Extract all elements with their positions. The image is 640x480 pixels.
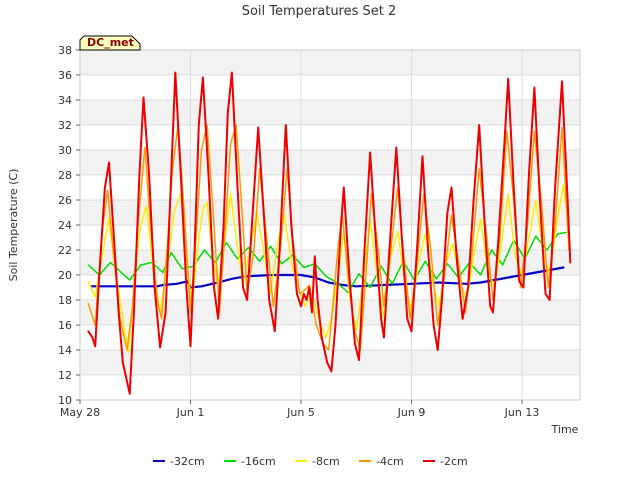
x-tick-label: Jun 9 <box>397 406 426 419</box>
plot-band <box>80 225 580 250</box>
plot-band <box>80 350 580 375</box>
legend-label: -2cm <box>440 455 468 468</box>
plot-band <box>80 150 580 175</box>
x-axis-title: Time <box>551 423 579 436</box>
y-tick-label: 26 <box>58 194 72 207</box>
y-tick-label: 28 <box>58 169 72 182</box>
badge-label: DC_met <box>87 36 134 49</box>
y-tick-label: 36 <box>58 69 72 82</box>
series-line-4cm <box>87 124 570 351</box>
chart-title: Soil Temperatures Set 2 <box>242 4 397 19</box>
x-tick-label: Jun 13 <box>504 406 540 419</box>
legend: -32cm -16cm -8cm -4cm -2cm <box>153 455 468 468</box>
plot-band <box>80 375 580 400</box>
y-tick-label: 34 <box>58 94 72 107</box>
y-tick-label: 18 <box>58 294 72 307</box>
y-tick-label: 12 <box>58 369 72 382</box>
x-axis-ticks: May 28 Jun 1 Jun 5 Jun 9 Jun 13 <box>60 400 539 419</box>
y-tick-label: 10 <box>58 394 72 407</box>
plot-band <box>80 100 580 125</box>
plot-band <box>80 125 580 150</box>
dc-met-badge: DC_met <box>79 35 141 51</box>
series-line-2cm <box>87 71 572 395</box>
y-axis-ticks: 10 12 14 16 18 20 22 24 26 28 30 32 34 36 38 <box>58 44 80 407</box>
x-tick-label: Jun 1 <box>176 406 205 419</box>
y-tick-label: 24 <box>58 219 72 232</box>
y-tick-label: 30 <box>58 144 72 157</box>
x-tick-label: May 28 <box>60 406 100 419</box>
plot-band <box>80 75 580 100</box>
series-line-32cm <box>89 266 565 289</box>
legend-label: -4cm <box>376 455 404 468</box>
y-tick-label: 22 <box>58 244 72 257</box>
plot-band <box>80 200 580 225</box>
y-tick-label: 20 <box>58 269 72 282</box>
plot-band <box>80 175 580 200</box>
y-tick-label: 38 <box>58 44 72 57</box>
y-axis-title: Soil Temperature (C) <box>7 169 20 282</box>
plot-band <box>80 50 580 75</box>
x-tick-label: Jun 5 <box>286 406 315 419</box>
y-tick-label: 16 <box>58 319 72 332</box>
y-tick-label: 14 <box>58 344 72 357</box>
y-tick-label: 32 <box>58 119 72 132</box>
series-lines <box>87 71 572 395</box>
legend-label: -32cm <box>170 455 205 468</box>
badge-shape <box>79 35 141 51</box>
legend-label: -16cm <box>241 455 276 468</box>
legend-label: -8cm <box>312 455 340 468</box>
